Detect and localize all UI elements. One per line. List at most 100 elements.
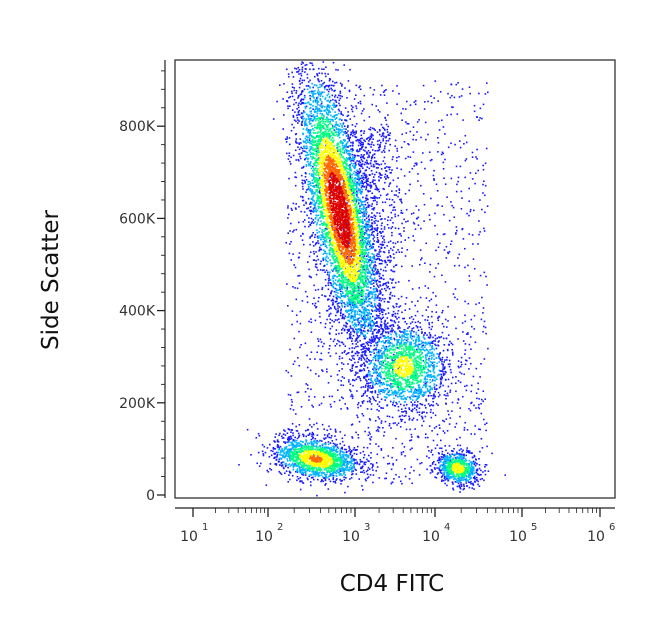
event-point-4512 bbox=[418, 394, 420, 397]
event-point-2764 bbox=[375, 167, 378, 169]
event-point-689 bbox=[452, 106, 454, 109]
event-point-2236 bbox=[323, 438, 326, 440]
event-point-1395 bbox=[437, 404, 439, 406]
event-point-3227 bbox=[379, 215, 381, 217]
event-point-562 bbox=[395, 437, 397, 440]
event-point-4758 bbox=[285, 446, 288, 448]
event-point-518 bbox=[304, 443, 307, 445]
event-point-4210 bbox=[423, 394, 426, 396]
event-point-1848 bbox=[469, 452, 471, 454]
event-point-256 bbox=[487, 347, 489, 350]
event-point-704 bbox=[289, 348, 291, 351]
event-point-4176 bbox=[371, 380, 373, 382]
event-point-2102 bbox=[363, 343, 365, 345]
event-point-244 bbox=[413, 223, 416, 225]
event-point-1558 bbox=[393, 337, 395, 340]
event-point-4353 bbox=[311, 201, 313, 204]
event-point-4970 bbox=[399, 395, 401, 397]
event-point-2183 bbox=[360, 460, 363, 463]
event-point-4144 bbox=[364, 334, 367, 336]
event-point-2058 bbox=[306, 214, 308, 217]
event-point-903 bbox=[318, 296, 320, 299]
event-point-76 bbox=[432, 174, 435, 177]
event-point-2908 bbox=[375, 219, 377, 222]
event-point-791 bbox=[291, 92, 293, 95]
event-point-3454 bbox=[298, 120, 300, 122]
event-point-1386 bbox=[428, 300, 431, 302]
event-point-1170 bbox=[447, 92, 449, 95]
event-point-2036 bbox=[312, 245, 315, 247]
event-point-2928 bbox=[381, 260, 384, 262]
event-point-3157 bbox=[376, 283, 378, 285]
event-point-1933 bbox=[431, 325, 433, 328]
event-point-474 bbox=[291, 423, 294, 425]
event-point-1579 bbox=[360, 386, 363, 389]
event-point-3296 bbox=[282, 466, 285, 469]
event-point-3294 bbox=[361, 351, 363, 354]
event-point-913 bbox=[417, 216, 420, 219]
event-point-2964 bbox=[378, 139, 381, 142]
event-point-4147 bbox=[356, 331, 358, 333]
event-point-2311 bbox=[287, 437, 289, 439]
event-point-877 bbox=[426, 455, 428, 458]
event-point-3599 bbox=[301, 91, 303, 93]
event-point-134 bbox=[320, 102, 323, 105]
event-point-4420 bbox=[436, 362, 438, 365]
event-point-4413 bbox=[325, 443, 327, 446]
event-point-4785 bbox=[343, 454, 345, 456]
event-point-4710 bbox=[433, 375, 435, 377]
event-point-4903 bbox=[455, 478, 457, 481]
event-point-3750 bbox=[338, 110, 341, 112]
event-point-2823 bbox=[372, 144, 375, 146]
event-point-4504 bbox=[355, 325, 358, 327]
event-point-4053 bbox=[306, 88, 309, 91]
event-point-2216 bbox=[447, 363, 450, 366]
event-point-1720 bbox=[380, 235, 383, 237]
event-point-551 bbox=[385, 140, 388, 142]
event-point-1743 bbox=[468, 486, 471, 489]
event-point-15 bbox=[315, 273, 318, 276]
event-point-1711 bbox=[290, 431, 292, 433]
event-point-574 bbox=[438, 353, 441, 356]
event-point-2858 bbox=[365, 179, 368, 182]
event-point-81 bbox=[362, 176, 365, 179]
event-point-1748 bbox=[289, 105, 291, 107]
event-point-984 bbox=[385, 119, 387, 122]
event-point-4150 bbox=[373, 267, 376, 270]
event-point-1522 bbox=[395, 305, 398, 308]
event-point-3974 bbox=[441, 458, 443, 460]
event-point-3069 bbox=[380, 318, 382, 321]
event-point-4374 bbox=[351, 156, 354, 158]
event-point-2859 bbox=[357, 286, 359, 288]
event-point-1884 bbox=[352, 357, 354, 359]
event-point-1557 bbox=[391, 294, 394, 297]
event-point-1814 bbox=[300, 195, 302, 198]
event-point-3403 bbox=[349, 334, 351, 337]
event-point-1865 bbox=[363, 456, 365, 459]
event-point-4962 bbox=[344, 469, 347, 471]
event-point-4699 bbox=[316, 474, 318, 476]
event-point-3593 bbox=[441, 456, 443, 458]
event-point-3906 bbox=[342, 122, 345, 124]
event-point-4117 bbox=[438, 361, 440, 363]
event-point-2362 bbox=[376, 241, 378, 243]
event-point-4583 bbox=[305, 441, 307, 443]
event-point-3517 bbox=[363, 347, 366, 350]
event-point-4947 bbox=[315, 443, 318, 445]
event-point-3304 bbox=[298, 143, 301, 145]
event-point-823 bbox=[484, 398, 486, 400]
event-point-1104 bbox=[358, 370, 361, 372]
event-point-3133 bbox=[360, 156, 362, 159]
event-point-3942 bbox=[433, 386, 436, 388]
event-point-120 bbox=[322, 243, 325, 245]
event-point-2226 bbox=[302, 183, 304, 185]
event-point-2721 bbox=[392, 270, 394, 273]
event-point-4927 bbox=[338, 125, 340, 127]
event-point-4586 bbox=[368, 235, 370, 238]
event-point-297 bbox=[292, 409, 295, 411]
event-point-1326 bbox=[464, 247, 466, 250]
event-point-1041 bbox=[474, 425, 476, 427]
event-point-4049 bbox=[284, 463, 286, 465]
event-point-4772 bbox=[420, 340, 423, 342]
event-point-1018 bbox=[293, 337, 296, 340]
